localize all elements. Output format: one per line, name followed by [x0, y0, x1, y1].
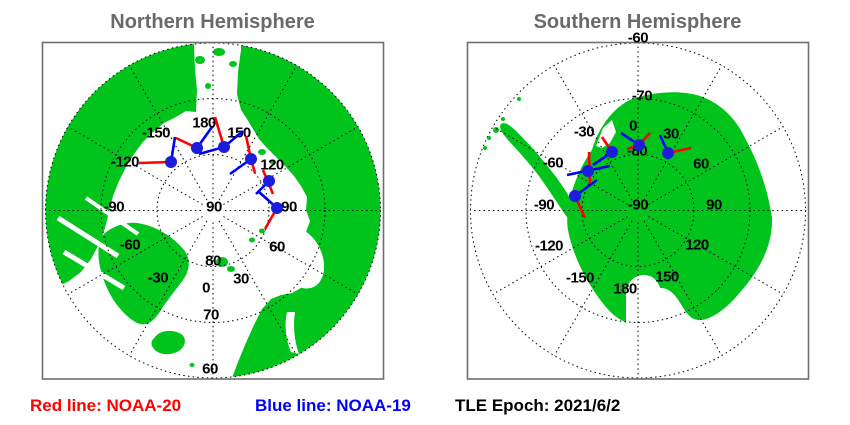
south-plot-frame: [466, 41, 810, 380]
arctic-islands: [189, 48, 276, 367]
north-land-group: [45, 43, 381, 378]
north-title: Northern Hemisphere: [110, 11, 315, 33]
legend-noaa20: Red line: NOAA-20: [30, 396, 182, 415]
iceland: [151, 330, 185, 355]
greenland: [98, 222, 189, 325]
north-plot-frame: [41, 41, 385, 380]
south-title: Southern Hemisphere: [533, 11, 742, 33]
novaya-zemlya: [317, 222, 330, 269]
arctic-sea-channels: [56, 196, 325, 354]
legend-noaa19: Blue line: NOAA-19: [255, 396, 411, 415]
tle-epoch: TLE Epoch: 2021/6/2: [455, 396, 621, 415]
antarctica: [567, 92, 773, 324]
south-latitude-circle: [581, 154, 695, 267]
antarctic-peninsula: [500, 123, 576, 219]
south-graticule: [470, 42, 806, 379]
